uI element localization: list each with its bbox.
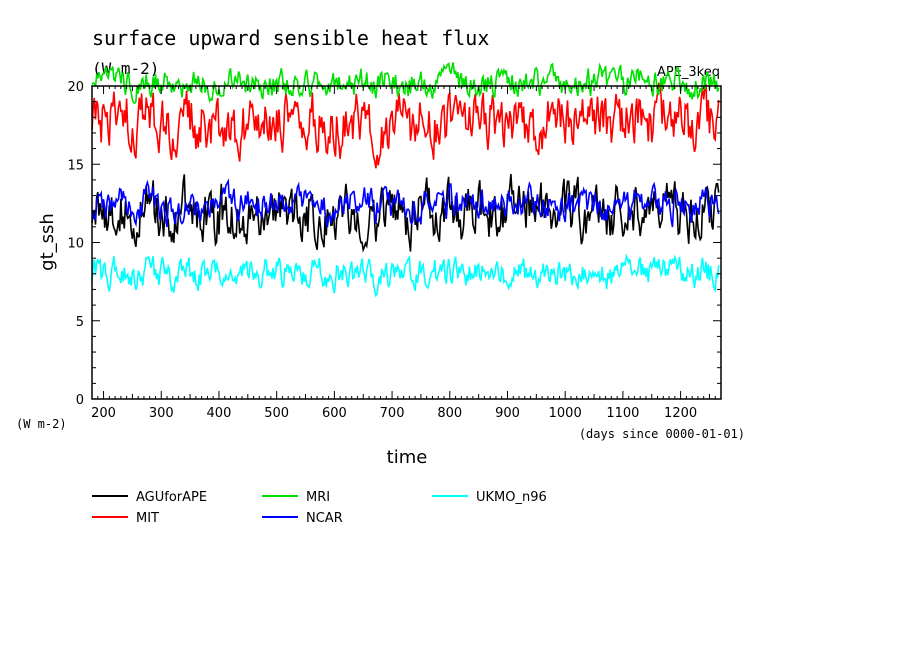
legend-label-mit: MIT: [136, 511, 159, 526]
y-tick-label: 10: [67, 237, 84, 252]
x-tick-label: 800: [437, 406, 462, 421]
x-tick-label: 1200: [664, 406, 697, 421]
x-tick-label: 600: [322, 406, 347, 421]
y-tick-label: 20: [67, 80, 84, 95]
series-line-aguforape: [91, 174, 720, 253]
x-tick-label: 300: [149, 406, 174, 421]
y-tick-label: 0: [76, 393, 84, 408]
x-unit-label: (days since 0000-01-01): [579, 427, 745, 441]
y-tick-label: 15: [67, 158, 84, 173]
series-line-ukmo_n96: [91, 253, 720, 298]
x-tick-label: 900: [495, 406, 520, 421]
x-axis: 200 300 400 500 600 700 800 900 1000 1100 1200: [91, 86, 716, 421]
x-tick-label: 1100: [606, 406, 639, 421]
chart-title: surface upward sensible heat flux: [92, 26, 489, 50]
x-tick-label: 1000: [549, 406, 582, 421]
series-line-mit: [91, 82, 720, 169]
legend-label-ukmo_n96: UKMO_n96: [476, 490, 547, 505]
plot-lines: [91, 62, 720, 298]
y-tick-label: 5: [76, 315, 84, 330]
x-tick-label: 500: [264, 406, 289, 421]
series-line-ncar: [91, 178, 720, 228]
y-unit-label: (W m-2): [16, 417, 67, 431]
legend-label-mri: MRI: [306, 490, 330, 505]
legend-label-aguforape: AGUforAPE: [136, 490, 207, 505]
x-axis-label: time: [387, 447, 428, 468]
plot-frame: [91, 85, 722, 400]
x-tick-label: 200: [91, 406, 116, 421]
y-axis: 0 5 10 15 20: [67, 80, 721, 408]
legend-label-ncar: NCAR: [306, 511, 343, 526]
x-tick-label: 700: [380, 406, 405, 421]
legend: AGUforAPE MIT MRI NCAR UKMO_n96: [92, 490, 547, 526]
series-line-mri: [91, 62, 720, 105]
x-tick-label: 400: [207, 406, 232, 421]
y-axis-label: gt_ssh: [37, 213, 58, 271]
